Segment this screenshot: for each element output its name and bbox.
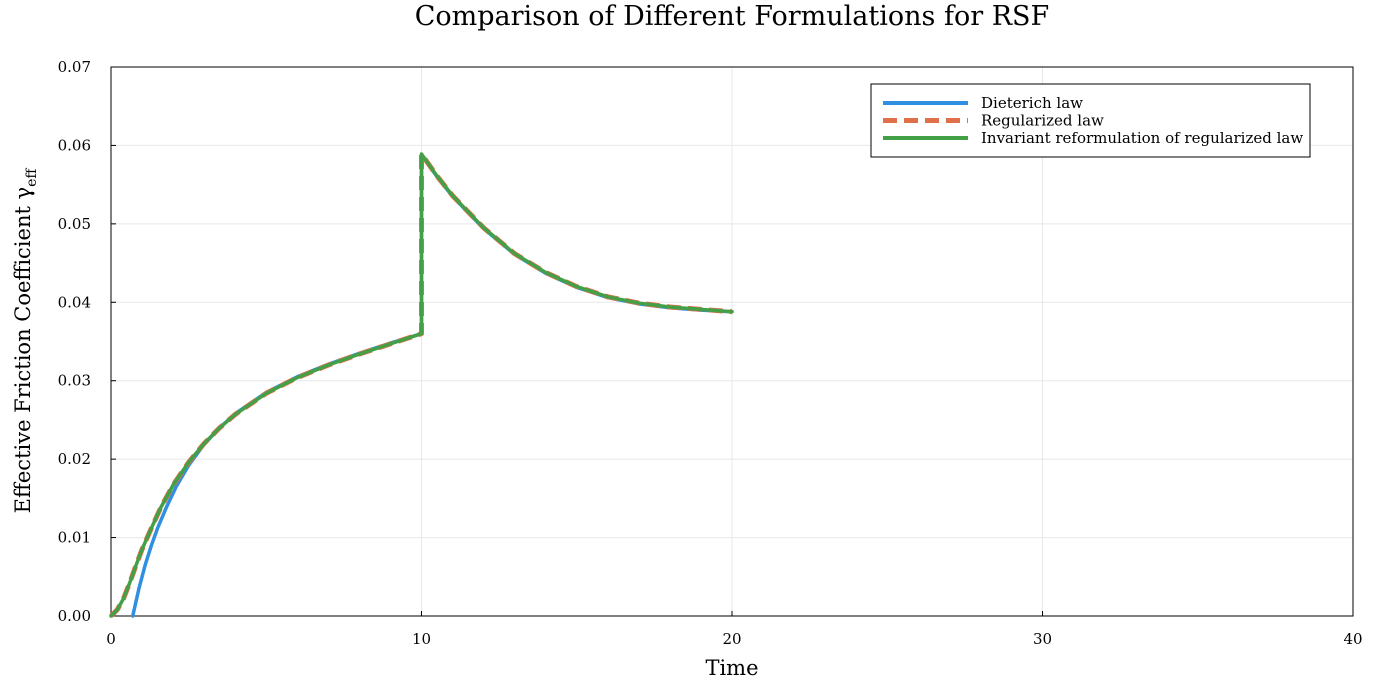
x-tick-label: 10 <box>412 630 431 648</box>
legend-box <box>870 83 1311 158</box>
legend-entry-label: Regularized law <box>981 112 1104 130</box>
y-tick-label: 0.01 <box>58 529 91 547</box>
y-tick-label: 0.06 <box>58 136 91 154</box>
chart-title: Comparison of Different Formulations for… <box>415 1 1050 32</box>
y-tick-label: 0.02 <box>58 450 91 468</box>
y-tick-label: 0.07 <box>58 58 91 76</box>
y-axis-label-main: Effective Friction Coefficient γ <box>11 187 35 514</box>
y-tick-label: 0.05 <box>58 215 91 233</box>
axis-ticks: 0 10 20 30 40 0.00 0.01 0.02 0.03 0.04 0.05 0.06 0.0… <box>58 58 1363 648</box>
series-line-3 <box>109 152 734 618</box>
x-tick-label: 20 <box>722 630 741 648</box>
x-tick-label: 40 <box>1343 630 1362 648</box>
x-axis-label: Time <box>705 656 758 680</box>
y-axis-label-subscript: eff <box>24 168 40 187</box>
x-tick-label: 0 <box>106 630 116 648</box>
y-axis-label: Effective Friction Coefficient γeff <box>11 168 40 514</box>
legend-entry-label: Invariant reformulation of regularized l… <box>981 129 1303 147</box>
y-tick-label: 0.00 <box>58 607 91 625</box>
y-axis-label-group: Effective Friction Coefficient γeff <box>11 168 40 514</box>
y-tick-label: 0.03 <box>58 372 91 390</box>
series-lines <box>109 151 734 618</box>
y-tick-label: 0.04 <box>58 293 91 311</box>
legend-entry-label: Dieterich law <box>981 94 1083 112</box>
x-tick-label: 30 <box>1033 630 1052 648</box>
